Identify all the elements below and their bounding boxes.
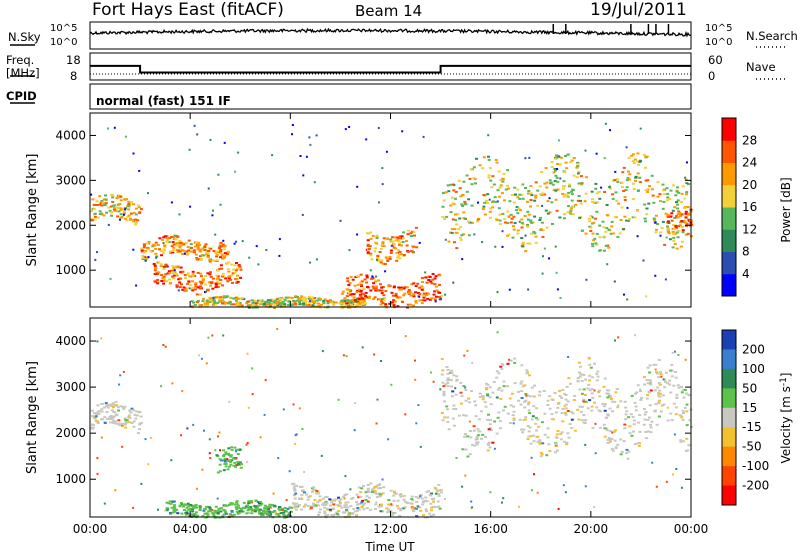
panel-velocity-ytick-label-0: 1000 (55, 472, 86, 486)
cpid-label: CPID (6, 89, 37, 103)
panel-velocity-frame (89, 317, 692, 518)
beam-label: Beam 14 (355, 2, 423, 20)
panel-velocity-cbar-tick-3: 15 (742, 401, 757, 415)
panel-power-ytick-label-3: 4000 (55, 128, 86, 142)
nsky-tick-bottom: 10^0 (50, 37, 78, 48)
nave-label: Nave (746, 60, 776, 74)
cpid-text: normal (fast) 151 IF (96, 94, 231, 108)
panel-velocity-data (90, 328, 694, 519)
panel-power-cbar-seg-5 (722, 162, 736, 186)
panel-power-cbar-tick-0: 4 (742, 267, 750, 281)
xtick-label-0: 00:00 (73, 522, 108, 536)
panel-velocity-cbar-seg-3 (722, 388, 736, 409)
xtick-label-3: 12:00 (373, 522, 408, 536)
frequency-line (90, 64, 691, 74)
panel-velocity-ytick-label-3: 4000 (55, 334, 86, 348)
freq-label: Freq. (6, 53, 35, 67)
nsky-trace (89, 27, 692, 38)
panel-velocity-cbar-tick-0: 200 (742, 342, 765, 356)
panel-power-cbar-tick-4: 20 (742, 178, 757, 192)
panel-velocity-cbar-seg-2 (722, 368, 736, 389)
panel-velocity-cbar-tick-6: -100 (742, 459, 769, 473)
station-title: Fort Hays East (fitACF) (92, 0, 284, 20)
panel-power-ytick-label-2: 3000 (55, 173, 86, 187)
panel-velocity-cbar-seg-4 (722, 407, 736, 428)
panel-power-cbar-seg-1 (722, 251, 736, 275)
panel-velocity-cbar-seg-1 (722, 349, 736, 370)
panel-velocity-cbar-tick-1: 100 (742, 362, 765, 376)
date-label: 19/Jul/2011 (590, 0, 687, 20)
panel-power-ytick-label-1: 2000 (55, 218, 86, 232)
nsky-tick-top: 10^5 (50, 23, 78, 34)
xtick-label-1: 04:00 (173, 522, 208, 536)
panel-power-cbar-seg-0 (722, 273, 736, 297)
xtick-label-2: 08:00 (273, 522, 308, 536)
panel-power-ytick-label-0: 1000 (55, 263, 86, 277)
cpid-panel-frame (89, 83, 692, 110)
freq-tick-top: 18 (66, 53, 81, 67)
panel-velocity-cbar-tick-7: -200 (742, 479, 769, 493)
panel-velocity-ylabel: Slant Range [km] (25, 361, 40, 474)
xtick-label-5: 20:00 (574, 522, 609, 536)
panel-velocity-cbar-frame (721, 329, 737, 506)
panel-velocity-ytick-label-1: 2000 (55, 426, 86, 440)
nave-tick-top: 60 (708, 53, 723, 67)
panel-velocity-cbar-seg-6 (722, 446, 736, 467)
xtick-label-6: 00:00 (674, 522, 709, 536)
nave-tick-bottom: 0 (708, 69, 716, 83)
panel-velocity-ytick-label-2: 3000 (55, 380, 86, 394)
panel-power-cbar-seg-3 (722, 207, 736, 230)
freq-unit: [MHz] (6, 66, 40, 80)
velocity-cbar-label: Velocity [m s-1] (779, 373, 793, 464)
panel-power-cbar-tick-3: 16 (742, 200, 757, 214)
panel-velocity-cbar-seg-5 (722, 427, 736, 448)
panel-power-cbar-tick-6: 28 (742, 133, 757, 147)
nsearch-tick-top: 10^5 (705, 23, 733, 34)
panel-velocity-cbar-seg-0 (722, 330, 736, 350)
power-cbar-label: Power [dB] (779, 177, 793, 242)
panel-power-cbar-tick-5: 24 (742, 156, 757, 170)
panel-power-cbar-tick-2: 12 (742, 222, 757, 236)
panel-power-cbar-frame (721, 117, 737, 297)
panel-power-cbar-seg-2 (722, 229, 736, 252)
nsky-label: N.Sky (8, 30, 41, 44)
panel-velocity-cbar-seg-7 (722, 466, 736, 487)
panel-power-cbar-seg-6 (722, 140, 736, 163)
nsearch-tick-bottom: 10^0 (705, 37, 733, 48)
panel-power-ylabel: Slant Range [km] (25, 154, 40, 267)
nsearch-label: N.Search (746, 29, 798, 43)
nsky-panel-frame (89, 21, 692, 50)
panel-velocity-cbar-tick-5: -50 (742, 440, 762, 454)
panel-power-cbar-tick-1: 8 (742, 245, 750, 259)
freq-tick-bottom: 8 (70, 69, 78, 83)
panel-power-cbar-seg-4 (722, 184, 736, 208)
xtick-label-4: 16:00 (473, 522, 508, 536)
panel-power-cbar-seg-7 (722, 118, 736, 141)
panel-velocity-cbar-tick-4: -15 (742, 420, 762, 434)
panel-power-data (90, 122, 694, 309)
panel-velocity-cbar-seg-8 (722, 485, 736, 506)
panel-velocity-cbar-tick-2: 50 (742, 381, 757, 395)
xaxis-label: Time UT (364, 540, 415, 554)
